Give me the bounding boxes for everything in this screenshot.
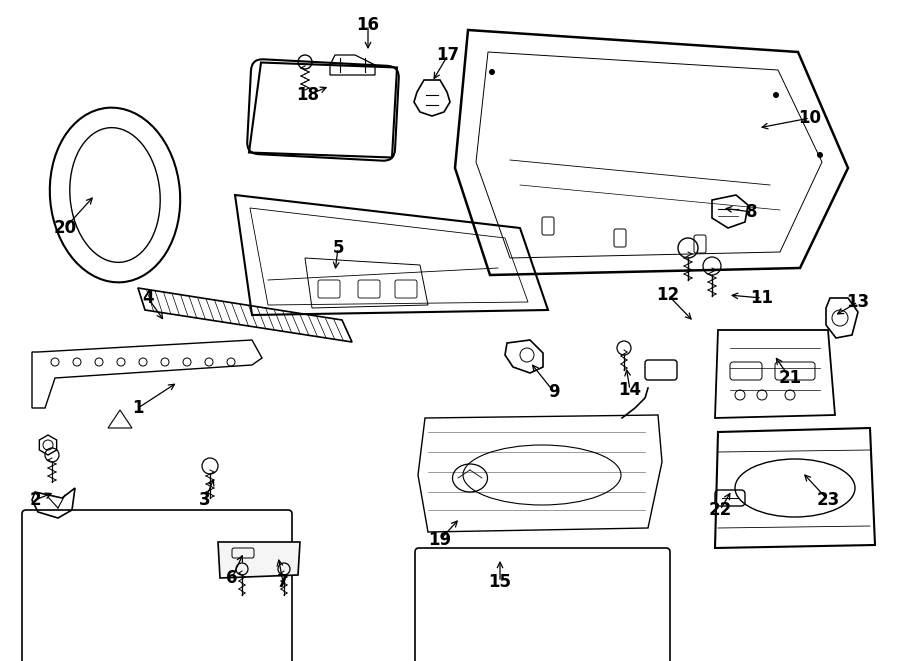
Circle shape (773, 92, 779, 98)
Text: 12: 12 (656, 286, 680, 304)
Text: 19: 19 (428, 531, 452, 549)
Text: 20: 20 (53, 219, 76, 237)
Text: 11: 11 (751, 289, 773, 307)
Circle shape (817, 152, 823, 158)
Text: 23: 23 (816, 491, 840, 509)
Text: 21: 21 (778, 369, 802, 387)
Text: 18: 18 (296, 86, 320, 104)
Text: 17: 17 (436, 46, 460, 64)
Text: 9: 9 (548, 383, 560, 401)
Text: 2: 2 (29, 491, 40, 509)
Text: 14: 14 (618, 381, 642, 399)
Text: 7: 7 (277, 573, 289, 591)
Text: 22: 22 (708, 501, 732, 519)
Text: 10: 10 (798, 109, 822, 127)
Text: 6: 6 (226, 569, 238, 587)
Text: 13: 13 (846, 293, 869, 311)
Text: 8: 8 (746, 203, 758, 221)
Text: 3: 3 (199, 491, 211, 509)
Text: 16: 16 (356, 16, 380, 34)
Text: 4: 4 (142, 289, 154, 307)
Polygon shape (218, 542, 300, 578)
Text: 1: 1 (132, 399, 144, 417)
Text: 15: 15 (489, 573, 511, 591)
Circle shape (489, 69, 495, 75)
Text: 5: 5 (332, 239, 344, 257)
